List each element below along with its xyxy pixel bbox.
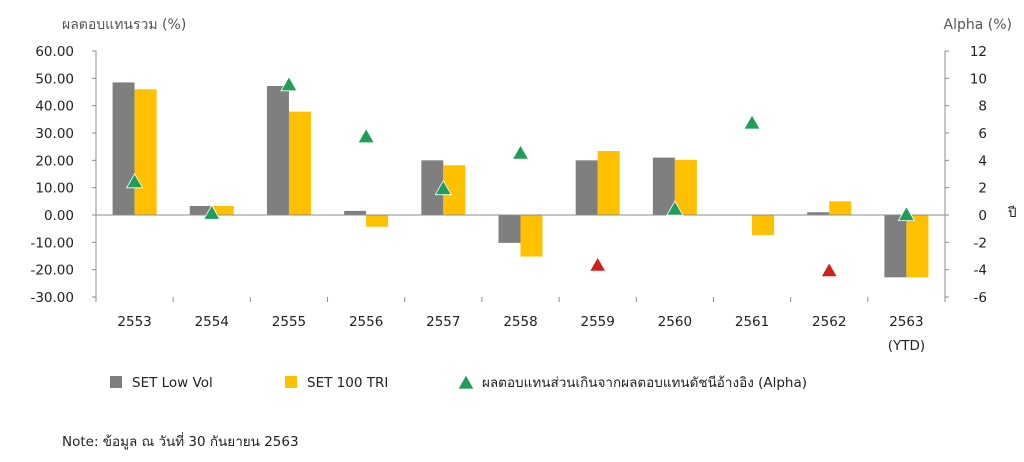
right-tick-label: -4 [974, 263, 987, 279]
alpha-marker [125, 173, 144, 189]
right-tick-label: 10 [970, 71, 987, 87]
legend-label-alpha: ผลตอบแทนส่วนเกินจากผลตอบแทนดัชนีอ้างอิง … [482, 375, 807, 391]
alpha-marker [743, 114, 761, 130]
bar-set-low-vol [498, 215, 521, 243]
right-tick-label: -2 [974, 235, 987, 251]
legend-swatch-set-low-vol [110, 376, 122, 388]
bar-set-low-vol [575, 160, 598, 215]
bar-set-low-vol [807, 212, 830, 215]
category-label: 2555 [272, 314, 306, 330]
bar-set100-tri [829, 201, 852, 215]
alpha-marker [588, 256, 607, 272]
side-label: ปี [1007, 205, 1016, 221]
left-tick-label: 0.00 [44, 208, 74, 224]
category-label: 2559 [581, 314, 615, 330]
alpha-marker [434, 179, 453, 196]
bar-set100-tri [134, 89, 157, 215]
alpha-marker [357, 127, 375, 144]
category-label: 2554 [195, 314, 229, 330]
footnote: Note: ข้อมูล ณ วันที่ 30 กันยายน 2563 [62, 434, 299, 450]
bar-set-low-vol [884, 215, 907, 278]
left-tick-label: 20.00 [35, 153, 74, 169]
bar-set-low-vol [266, 85, 289, 215]
right-tick-label: -6 [974, 290, 987, 306]
category-label: 2553 [117, 314, 151, 330]
bar-set100-tri [366, 215, 389, 227]
legend-label-set100-tri: SET 100 TRI [307, 375, 388, 391]
right-axis-title: Alpha (%) [944, 17, 1012, 33]
bar-set-low-vol [652, 157, 675, 215]
right-tick-label: 4 [978, 153, 987, 169]
right-tick-label: 12 [970, 44, 987, 60]
right-tick-label: 6 [978, 126, 987, 142]
alpha-marker [897, 205, 916, 222]
bar-set-low-vol [421, 160, 444, 215]
left-tick-label: 10.00 [35, 181, 74, 197]
legend-swatch-set100-tri [285, 376, 297, 388]
left-tick-label: 30.00 [35, 126, 74, 142]
left-tick-label: -10.00 [30, 235, 74, 251]
left-tick-label: -20.00 [30, 263, 74, 279]
left-tick-label: -30.00 [30, 290, 74, 306]
alpha-marker [511, 144, 530, 160]
category-label: 2562 [812, 314, 846, 330]
bar-set100-tri [211, 205, 234, 215]
alpha-marker [203, 204, 221, 220]
category-label: 2557 [426, 314, 460, 330]
bar-set100-tri [288, 111, 311, 215]
bar-set-low-vol [344, 210, 367, 215]
left-tick-label: 60.00 [35, 44, 74, 60]
alpha-marker [280, 75, 298, 92]
alpha-marker [666, 200, 684, 216]
bar-set100-tri [674, 159, 697, 215]
legend: SET Low Vol SET 100 TRI ผลตอบแทนส่วนเกินจา… [110, 374, 807, 391]
right-tick-label: 8 [978, 99, 987, 115]
left-tick-label: 40.00 [35, 99, 74, 115]
category-label: 2558 [503, 314, 537, 330]
bar-set100-tri [520, 215, 543, 257]
left-axis-title: ผลตอบแทนรวม (%) [62, 17, 186, 33]
bar-set-low-vol [112, 82, 135, 215]
bar-set100-tri [906, 215, 929, 278]
bar-set100-tri [443, 165, 466, 215]
alpha-marker [820, 261, 838, 278]
category-label: 2556 [349, 314, 383, 330]
legend-label-set-low-vol: SET Low Vol [132, 375, 213, 391]
bar-set100-tri [597, 151, 620, 215]
bar-set-low-vol [189, 205, 212, 215]
category-label: 2561 [735, 314, 769, 330]
legend-swatch-alpha [457, 374, 475, 390]
bar-set100-tri [752, 215, 775, 235]
category-label: 2563 [889, 314, 923, 330]
left-tick-label: 50.00 [35, 71, 74, 87]
right-tick-label: 0 [978, 208, 987, 224]
category-label: 2560 [658, 314, 692, 330]
right-tick-label: 2 [978, 181, 987, 197]
category-sublabel: (YTD) [888, 338, 925, 354]
plot-area: 60.00 50.00 40.00 30.00 20.00 10.00 0.00 -10.00… [30, 44, 987, 354]
